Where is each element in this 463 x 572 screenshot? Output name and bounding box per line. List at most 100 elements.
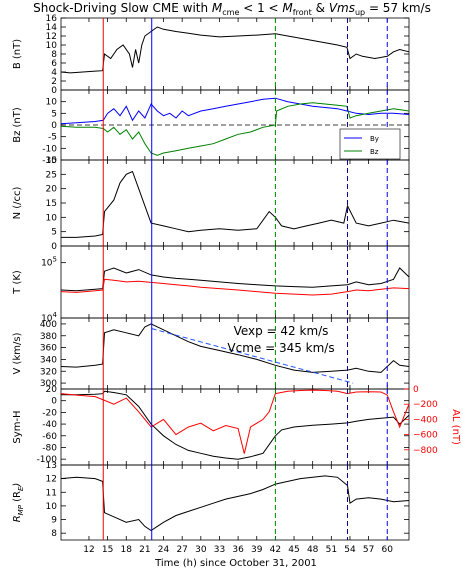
y-tick-label: 0 [51,86,57,96]
x-tick-label: 15 [102,545,113,555]
right-y-tick-label: −200 [413,400,438,410]
y-tick-label: 25 [46,170,57,180]
y-tick-label: 12 [46,475,57,485]
y-tick-label: 360 [40,344,57,354]
right-y-tick-label: −600 [413,431,438,441]
y-tick-label: 300 [40,379,57,389]
y-tick-label: 8 [51,529,57,539]
y-tick-label: 2 [51,77,57,87]
y-tick-label: 20 [46,385,58,395]
y-tick-label: 10 [46,41,58,51]
series-line-1 [151,328,354,384]
y-tick-label: -100 [37,455,58,465]
panel-1: -15 -10-5 0 510 By Bz Bz (nT) [12,89,410,166]
y-tick-label: 0 [51,242,57,252]
y-axis-label: N (/cc) [12,186,23,219]
y-axis-label: Sym-H [12,410,23,443]
y-tick-label: -40 [42,420,57,430]
y-tick-label: -10 [42,144,57,154]
y-tick-label: -5 [48,133,57,143]
x-tick-label: 45 [288,545,299,555]
y-tick-label: 15 [46,199,57,209]
x-tick-label: 36 [232,545,244,555]
right-y-tick-label: 0 [413,385,419,395]
y-axis-label: T (K) [12,270,23,295]
y-tick-label: 0 [51,121,57,131]
panel-6: 8 9 10 11 12 13 RMP (RE) [12,461,410,541]
right-y-tick-label: −400 [413,415,438,425]
legend-box [339,128,401,160]
x-tick-label: 42 [270,545,281,555]
y-axis-label: V (km/s) [12,332,23,374]
y-tick-label: 10 [46,98,58,108]
legend-label: Bz [370,148,379,156]
x-tick-label: 48 [307,545,319,555]
panel-frame [60,464,410,541]
series-line-0 [60,267,410,292]
y-tick-label: 14 [46,23,58,33]
y-tick-label: 8 [51,50,57,60]
y-tick-label: 30 [46,156,58,166]
x-tick-label: 51 [326,545,337,555]
x-tick-label: 57 [363,545,374,555]
right-y-tick-label: −800 [413,446,438,456]
annotation: Vcme = 345 km/s [227,341,334,355]
x-tick-label: 21 [139,545,150,555]
x-tick-label: 24 [158,545,170,555]
series-line-by [60,97,410,125]
x-tick-label: 30 [195,545,207,555]
y-tick-label: 5 [51,228,57,238]
series-line-1 [60,278,410,296]
y-tick-label: 0 [51,397,57,407]
y-tick-label: 12 [46,32,57,42]
series-line-0 [60,26,410,74]
panel-frame [60,388,410,466]
series-line-0 [61,170,410,238]
x-axis-label: Time (h) since October 31, 2001 [154,558,317,569]
y-tick-label: 10 [46,502,58,512]
figure-title: Shock-Driving Slow CME with Mcme < 1 < M… [33,1,431,17]
legend-label: By [370,135,379,143]
y-tick-label: -80 [42,443,57,453]
y-axis-label: RMP (RE) [12,483,25,523]
y-tick-label: 6 [51,59,57,69]
series-line-0 [61,390,410,460]
x-tick-label: 60 [382,545,394,555]
annotation: Vexp = 42 km/s [234,324,329,338]
y-tick-label: 16 [46,14,58,24]
x-tick-label: 33 [214,545,225,555]
right-y-axis-label: AL (nT) [450,409,461,445]
y-axis-label: Bz (nT) [12,107,23,143]
x-tick-label: 39 [251,545,263,555]
y-tick-label: -15 [42,156,57,166]
y-tick-label: 380 [40,332,57,342]
y-tick-label: 5 [51,109,57,119]
y-tick-label: 13 [46,461,57,471]
y-tick-label: 400 [40,320,57,330]
y-tick-label: 320 [40,367,57,377]
y-tick-label: 10 [46,213,58,223]
x-tick-label: 54 [344,545,356,555]
y-tick-label: 340 [40,355,57,365]
x-tick-label: 18 [121,545,133,555]
y-tick-label: 105 [41,256,57,269]
y-tick-label: 4 [51,68,57,78]
y-tick-label: 9 [51,516,57,526]
series-line-1 [60,389,410,454]
y-axis-label: B (nT) [12,39,23,69]
panel-2: 0 5 10 15 20 25 30 N (/cc) [12,156,410,252]
y-tick-label: 20 [46,185,58,195]
x-tick-label: 27 [176,545,187,555]
y-tick-label: -20 [42,408,57,418]
panel-frame [60,159,410,247]
series-line-0 [60,323,410,373]
series-line-0 [60,475,410,532]
y-tick-label: -60 [42,432,57,442]
x-tick-label: 12 [83,545,94,555]
